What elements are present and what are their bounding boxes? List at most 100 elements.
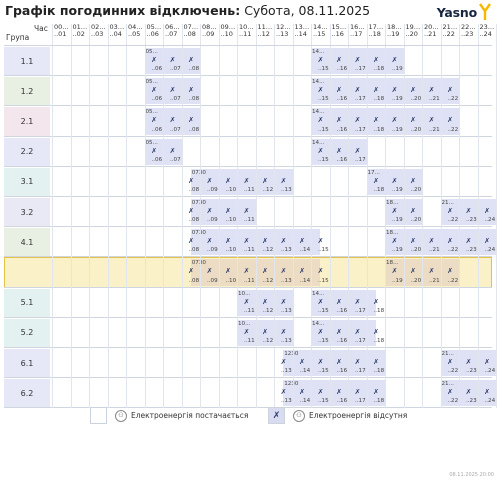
legend-off-label: Електроенергія відсутня — [309, 411, 408, 420]
outage-start-label: 21... — [441, 351, 454, 357]
group-cell[interactable]: 3.1 — [4, 167, 50, 196]
power-off-icon: ✗ — [447, 86, 453, 95]
group-cell[interactable]: 2.1 — [4, 107, 50, 136]
power-off-icon: ✗ — [373, 56, 379, 64]
group-cell[interactable]: 5.1 — [4, 288, 50, 317]
hour-end-label: ..16 — [336, 156, 348, 163]
hour-end-label: ..18 — [373, 368, 385, 375]
power-off-icon: ✗ — [465, 237, 472, 246]
header-divider — [4, 45, 492, 46]
hour-end-label: ..19 — [392, 66, 403, 73]
group-cell[interactable]: 6.1 — [4, 349, 50, 378]
hour-divider — [89, 24, 90, 409]
hour-divider — [274, 24, 275, 409]
outage-start-label: 17... — [367, 169, 380, 176]
group-cell[interactable]: 1.1 — [4, 47, 50, 76]
power-off-icon: ✗ — [188, 86, 194, 95]
outage-start-label: 0730 — [191, 200, 206, 206]
legend-on-label: Електроенергія постачається — [131, 411, 249, 420]
power-off-icon: ✗ — [188, 176, 194, 185]
hour-divider — [181, 24, 183, 409]
group-cell[interactable]: 3.2 — [4, 198, 50, 227]
hour-end-label: ..21 — [429, 96, 440, 103]
power-off-icon: ✗ — [410, 116, 416, 125]
hour-divider — [163, 24, 164, 409]
hour-end-label: ..08 — [188, 66, 200, 73]
group-cell[interactable]: 5.2 — [4, 318, 50, 347]
power-off-icon: ✗ — [317, 267, 324, 276]
row-divider — [4, 286, 492, 288]
hour-divider — [459, 24, 460, 409]
hour-end-label: ..12 — [262, 277, 274, 284]
outage-start-label: 05... — [145, 49, 158, 55]
power-off-icon: ✗ — [243, 267, 250, 276]
hour-header: 10… ..11 — [239, 23, 254, 38]
hour-end-label: ..08 — [188, 277, 200, 284]
outage-block — [311, 289, 376, 316]
hour-end-label: ..15 — [318, 307, 329, 314]
hour-end-label: ..21 — [429, 126, 440, 133]
hour-divider — [348, 24, 349, 409]
hour-end-label: ..13 — [281, 398, 292, 405]
power-off-icon: ✗ — [280, 327, 287, 336]
power-off-icon: ✗ — [354, 388, 361, 397]
power-off-icon: ✗ — [391, 176, 398, 185]
hour-end-label: ..12 — [262, 247, 274, 254]
hour-header: 11… ..12 — [257, 23, 273, 38]
hour-header: 14… ..15 — [313, 23, 328, 38]
hour-header: 06… ..07 — [165, 23, 180, 38]
power-off-icon: ✗ — [336, 327, 342, 336]
legend-off-swatch: ✗ — [268, 407, 285, 424]
power-off-icon: ✗ — [262, 327, 268, 336]
outage-block — [237, 289, 293, 316]
hour-end-label: ..13 — [281, 307, 292, 314]
hour-end-label: ..17 — [355, 66, 366, 73]
row-divider — [4, 196, 492, 197]
hour-end-label: ..15 — [318, 156, 329, 163]
power-off-icon: ✗ — [447, 116, 453, 125]
hour-end-label: ..20 — [410, 96, 422, 103]
power-off-icon: ✗ — [243, 297, 250, 306]
hour-end-label: ..08 — [188, 187, 200, 193]
outage-block — [144, 78, 200, 105]
power-off-icon: ✗ — [447, 237, 453, 246]
row-divider — [4, 377, 492, 379]
power-off-icon: ✗ — [447, 267, 453, 276]
power-off-icon: ✗ — [484, 237, 490, 246]
hour-divider — [255, 24, 257, 409]
power-off-icon: ✗ — [354, 86, 361, 95]
hour-end-label: ..18 — [373, 126, 385, 133]
power-off-icon: ✗ — [188, 267, 194, 276]
group-cell[interactable]: 4.1 — [4, 228, 50, 257]
hour-header: 01… ..02 — [72, 23, 88, 38]
hour-end-label: ..20 — [410, 217, 422, 224]
hour-end-label: ..19 — [392, 187, 403, 193]
hour-end-label: ..19 — [392, 96, 403, 103]
hour-end-label: ..16 — [336, 96, 348, 103]
power-off-icon: ✗ — [447, 207, 453, 215]
power-off-icon: ✗ — [447, 388, 453, 397]
power-off-icon: ✗ — [280, 358, 287, 366]
hour-end-label: ..15 — [318, 368, 329, 375]
outage-start-label: 14... — [312, 139, 325, 146]
hour-divider — [440, 24, 442, 409]
outage-block — [144, 108, 200, 135]
hour-divider — [403, 24, 405, 409]
hour-end-label: ..14 — [299, 368, 311, 375]
power-off-icon: ✗ — [317, 86, 324, 95]
power-off-icon: ✗ — [447, 358, 453, 366]
power-off-icon: ✗ — [225, 267, 231, 276]
row-divider — [4, 135, 492, 137]
group-cell[interactable]: 2.2 — [4, 137, 50, 166]
hour-end-label: ..24 — [484, 398, 496, 405]
outage-start-label: 14... — [312, 320, 325, 327]
hour-header: 08… ..09 — [202, 23, 217, 38]
group-cell[interactable]: 6.2 — [4, 379, 50, 408]
outage-start-label: 05... — [145, 79, 158, 86]
power-off-icon: ✗ — [299, 358, 305, 366]
group-cell[interactable]: 1.2 — [4, 77, 50, 106]
outage-start-label: 10... — [238, 320, 251, 327]
power-off-icon: ✗ — [188, 237, 194, 246]
hour-end-label: ..23 — [466, 247, 477, 254]
hour-end-label: ..16 — [336, 307, 348, 314]
